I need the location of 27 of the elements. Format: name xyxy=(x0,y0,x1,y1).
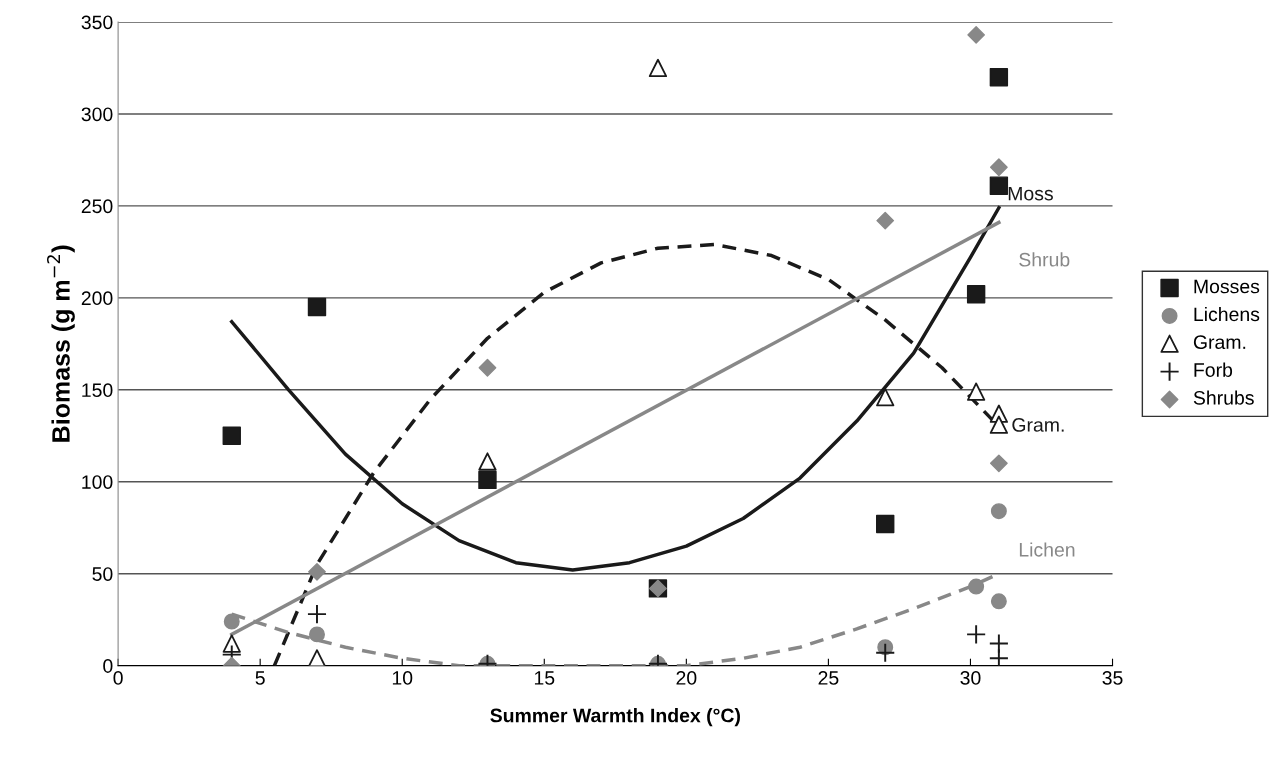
x-tick-label: 15 xyxy=(534,671,555,685)
y-tick-label: 200 xyxy=(81,291,113,306)
y-tick-label: 250 xyxy=(81,199,113,214)
x-tick-label: 20 xyxy=(676,671,697,685)
y-axis-title: Biomass (g m$^{−2}$) xyxy=(47,245,75,442)
y-tick-label: 100 xyxy=(82,475,113,489)
series-label: Moss xyxy=(1008,186,1053,201)
y-tick-label: 0 xyxy=(103,659,113,673)
annotation: Gram. xyxy=(1012,418,1064,432)
y-tick-label: 350 xyxy=(81,15,113,30)
legend-label: Shrubs xyxy=(1193,390,1254,405)
legend-label: Forb xyxy=(1194,362,1233,377)
x-tick-label: 25 xyxy=(818,671,839,685)
x-tick-label: 0 xyxy=(113,671,123,685)
series-label: Lichen xyxy=(1019,542,1075,557)
legend-label: Lichens xyxy=(1194,306,1260,322)
series-label: Shrub xyxy=(1019,252,1070,267)
x-tick-label: 5 xyxy=(255,671,265,685)
legend-label: Gram. xyxy=(1193,335,1246,350)
x-axis-title: Summer Warmth Index (°C) xyxy=(490,708,740,727)
x-tick-label: 35 xyxy=(1102,671,1123,685)
legend-label: Mosses xyxy=(1194,279,1260,294)
x-tick-label: 10 xyxy=(392,671,413,685)
y-tick-label: 300 xyxy=(81,107,113,122)
y-tick-label: 50 xyxy=(92,567,113,581)
y-tick-label: 150 xyxy=(82,383,113,398)
x-tick-label: 30 xyxy=(960,671,981,685)
